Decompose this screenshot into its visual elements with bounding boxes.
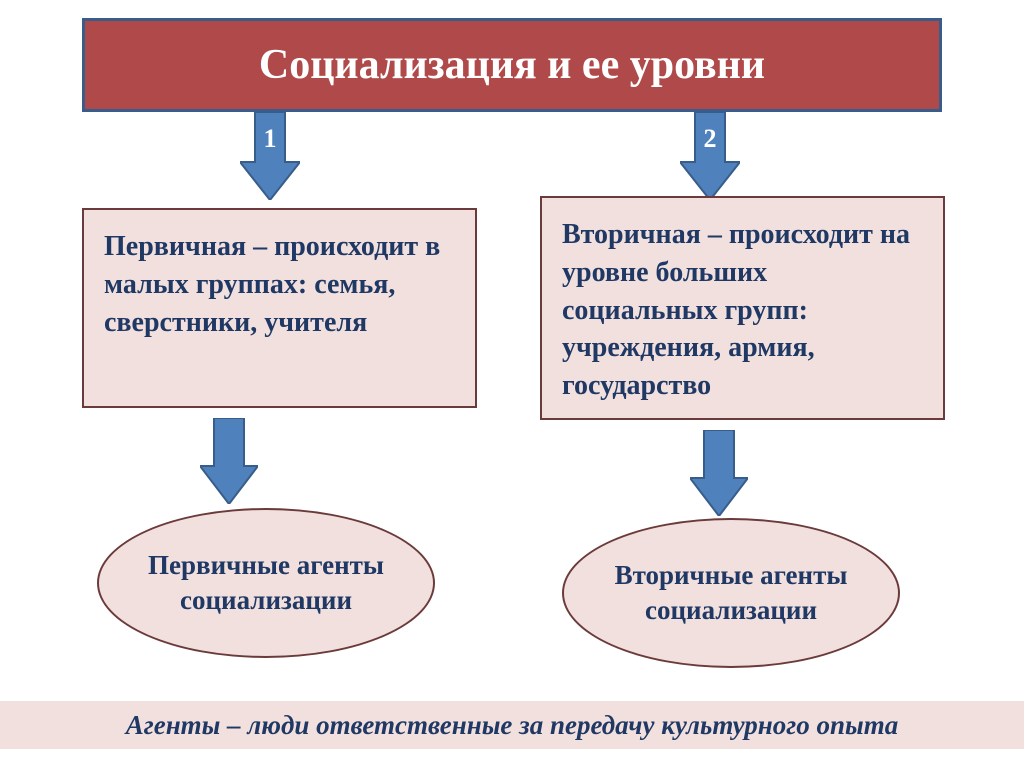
arrow-1: 1 [240, 112, 300, 200]
primary-ellipse: Первичные агенты социализации [97, 508, 435, 658]
arrow-2-num: 2 [704, 124, 717, 153]
primary-box: Первичная – происходит в малых группах: … [82, 208, 477, 408]
title-text: Социализация и ее уровни [259, 41, 765, 89]
secondary-ellipse-text: Вторичные агенты социализации [564, 558, 898, 628]
arrow-1-num: 1 [264, 124, 277, 153]
secondary-ellipse: Вторичные агенты социализации [562, 518, 900, 668]
secondary-box-text: Вторичная – происходит на уровне больших… [562, 219, 910, 401]
arrow-4 [690, 430, 748, 516]
arrow-3 [200, 418, 258, 504]
primary-ellipse-text: Первичные агенты социализации [99, 548, 433, 618]
arrow-2: 2 [680, 112, 740, 200]
secondary-box: Вторичная – происходит на уровне больших… [540, 196, 945, 420]
primary-box-text: Первичная – происходит в малых группах: … [104, 231, 440, 338]
footer-bar: Агенты – люди ответственные за передачу … [0, 701, 1024, 749]
footer-text: Агенты – люди ответственные за передачу … [126, 710, 899, 741]
title-box: Социализация и ее уровни [82, 18, 942, 112]
